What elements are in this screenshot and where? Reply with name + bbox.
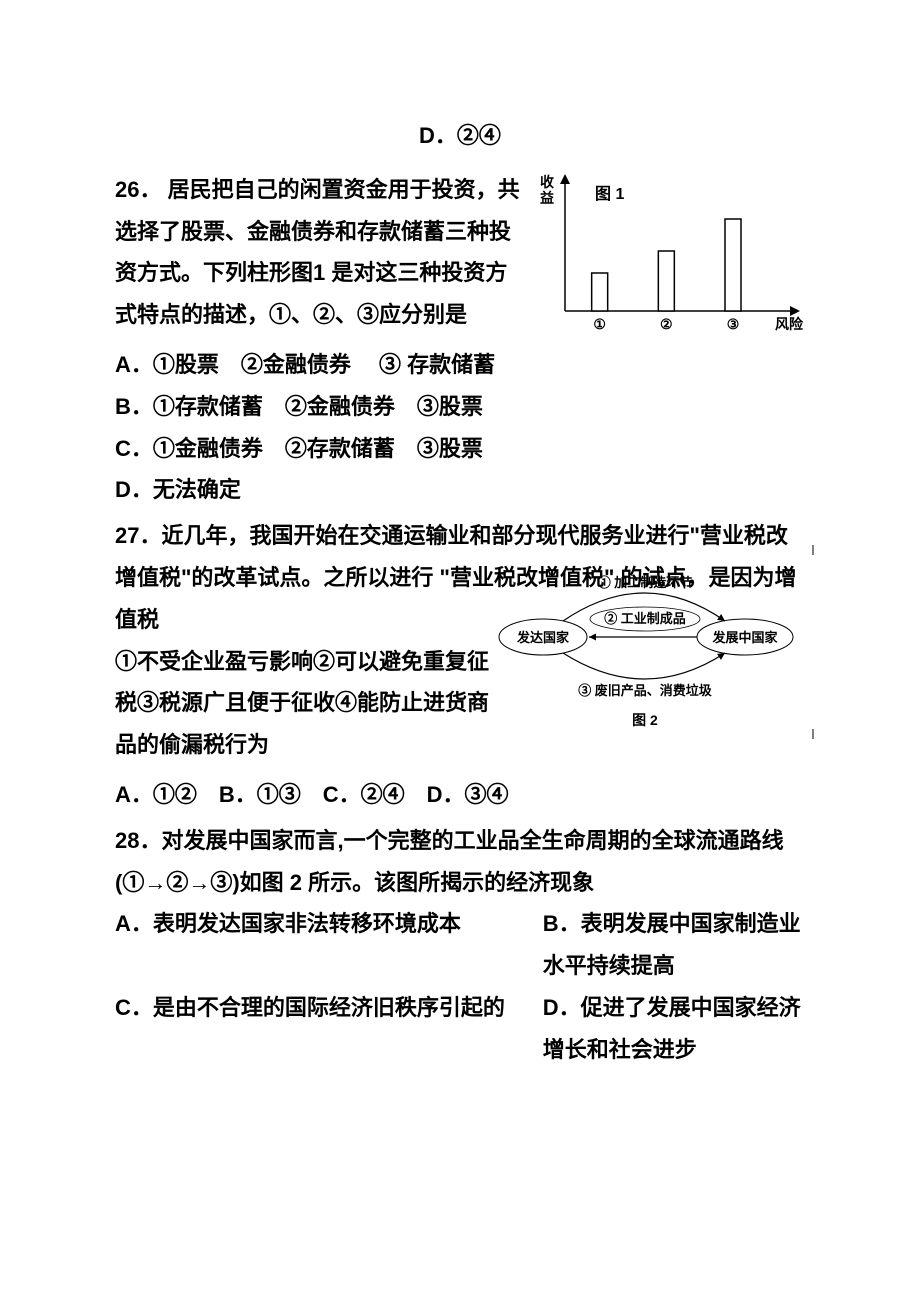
- svg-text:收: 收: [540, 174, 555, 190]
- q28-options-row2: C．是由不合理的国际经济旧秩序引起的 D．促进了发展中国家经济增长和社会进步: [115, 987, 805, 1071]
- q26-figure: 收益风险 图 1 ① ② ③: [525, 169, 805, 339]
- cycle-diagram-icon: 发达国家 发展中国家 ① 加工制造环节 ② 工业制成品 ③ 废旧产品、消费垃圾图 2: [485, 545, 815, 745]
- question-26: 26． 居民把自己的闲置资金用于投资，共选择了股票、金融债券和存款储蓄三种投资方…: [115, 169, 805, 336]
- q26-option-c: C．①金融债券 ②存款储蓄 ③股票: [115, 428, 805, 470]
- q26-option-a: A．①股票 ②金融债券 ③ 存款储蓄: [115, 344, 805, 386]
- svg-text:② 工业制成品: ② 工业制成品: [604, 611, 686, 626]
- q28-option-b: B．表明发展中国家制造业水平持续提高: [543, 903, 805, 987]
- q28-options-row1: A．表明发达国家非法转移环境成本 B．表明发展中国家制造业水平持续提高: [115, 903, 805, 987]
- svg-text:发达国家: 发达国家: [516, 630, 570, 645]
- prev-option-d: D．②④: [115, 115, 805, 157]
- question-27: 27．近几年，我国开始在交通运输业和部分现代服务业进行"营业税改增值税"的改革试…: [115, 515, 805, 766]
- svg-text:图 2: 图 2: [632, 712, 658, 728]
- svg-text:图 1: 图 1: [595, 185, 624, 203]
- question-28: 28．对发展中国家而言,一个完整的工业品全生命周期的全球流通路线(①→②→③)如…: [115, 820, 805, 1071]
- svg-text:③: ③: [727, 316, 740, 332]
- q27-options: A．①② B．①③ C．②④ D．③④: [115, 774, 805, 816]
- q27-items: ①不受企业盈亏影响②可以避免重复征税③税源广且便于征收④能防止进货商品的偷漏税行…: [115, 641, 501, 766]
- svg-text:③ 废旧产品、消费垃圾: ③ 废旧产品、消费垃圾: [578, 683, 713, 698]
- q28-option-a: A．表明发达国家非法转移环境成本: [115, 903, 543, 987]
- q26-option-d: D．无法确定: [115, 469, 805, 511]
- svg-text:益: 益: [540, 190, 554, 206]
- q28-option-d: D．促进了发展中国家经济增长和社会进步: [543, 987, 805, 1071]
- q26-options: A．①股票 ②金融债券 ③ 存款储蓄 B．①存款储蓄 ②金融债券 ③股票 C．①…: [115, 344, 805, 511]
- q26-option-b: B．①存款储蓄 ②金融债券 ③股票: [115, 386, 805, 428]
- svg-text:②: ②: [660, 316, 673, 332]
- q28-option-c: C．是由不合理的国际经济旧秩序引起的: [115, 987, 543, 1071]
- q27-figure: 发达国家 发展中国家 ① 加工制造环节 ② 工业制成品 ③ 废旧产品、消费垃圾图 2: [485, 545, 815, 745]
- svg-text:风险: 风险: [775, 316, 804, 332]
- q26-stem: 26． 居民把自己的闲置资金用于投资，共选择了股票、金融债券和存款储蓄三种投资方…: [115, 169, 529, 336]
- svg-text:① 加工制造环节: ① 加工制造环节: [598, 575, 693, 590]
- svg-text:①: ①: [593, 316, 606, 332]
- svg-text:发展中国家: 发展中国家: [711, 630, 778, 645]
- bar-chart-icon: 收益风险 图 1 ① ② ③: [525, 169, 805, 339]
- q28-stem: 28．对发展中国家而言,一个完整的工业品全生命周期的全球流通路线(①→②→③)如…: [115, 820, 805, 904]
